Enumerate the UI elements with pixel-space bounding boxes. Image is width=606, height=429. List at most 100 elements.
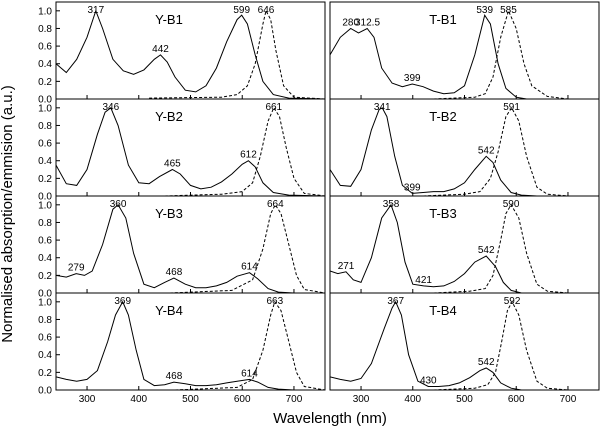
- absorption-series-line: [56, 204, 325, 293]
- panel-frame: [329, 98, 600, 197]
- emission-series-line: [433, 9, 599, 99]
- x-tick-label: 600: [508, 394, 525, 405]
- panel-frame: [329, 195, 600, 294]
- panel-title: T-B4: [429, 303, 456, 318]
- emission-series-line: [174, 300, 325, 390]
- peak-label: 612: [240, 150, 257, 161]
- x-tick-label: 700: [560, 394, 577, 405]
- y-tick-label: 0.4: [38, 253, 52, 264]
- peak-label: 341: [374, 102, 391, 113]
- y-tick-label: 0.4: [38, 156, 52, 167]
- peak-label: 599: [233, 5, 250, 16]
- absorption-series-line: [330, 300, 599, 390]
- peak-label: 590: [503, 199, 520, 210]
- absorption-series-line: [330, 107, 599, 196]
- y-tick-label: 0.8: [38, 121, 52, 132]
- peak-label: 542: [478, 245, 495, 256]
- y-tick-label: 0.8: [38, 315, 52, 326]
- peak-label: 271: [338, 261, 355, 272]
- peak-label: 468: [166, 267, 183, 278]
- emission-series-line: [169, 203, 325, 293]
- y-tick-label: 1.0: [38, 297, 52, 308]
- panel-frame: [55, 1, 326, 100]
- y-tick-label: 0.6: [38, 139, 52, 150]
- peak-label: 367: [387, 296, 404, 307]
- panel-title: Y-B3: [155, 206, 183, 221]
- y-tick-label: 0.0: [38, 192, 52, 203]
- y-axis-label: Normalised absorption/emmision (a.u.): [0, 85, 16, 343]
- emission-series-line: [423, 106, 599, 196]
- emission-series-line: [149, 9, 325, 99]
- panel-t-b2: T-B2 341 399 542 591: [329, 98, 600, 197]
- peak-label: 399: [404, 182, 421, 193]
- emission-series-line: [164, 106, 325, 196]
- peak-label: 399: [404, 73, 421, 84]
- peak-label: 592: [504, 296, 521, 307]
- peak-label: 661: [265, 102, 282, 113]
- peak-label: 468: [166, 371, 183, 382]
- panel-y-b3: 0.0 0.2 0.4 0.6 0.8 1.0 Y-B3 279 360 468 614 664: [38, 195, 326, 300]
- peak-label: 360: [110, 199, 127, 210]
- panel-title: Y-B2: [155, 109, 183, 124]
- y-tick-label: 0.2: [38, 174, 52, 185]
- peak-label: 421: [415, 275, 432, 286]
- x-tick-label: 300: [353, 394, 370, 405]
- panel-y-b1: 0.0 0.2 0.4 0.6 0.8 1.0 Y-B1 317 442 599 646: [38, 1, 326, 106]
- y-tick-label: 0.2: [38, 77, 52, 88]
- panel-y-b2: 0.0 0.2 0.4 0.6 0.8 1.0 Y-B2 346 465 612 661: [38, 98, 326, 203]
- y-tick-label: 0.8: [38, 24, 52, 35]
- y-tick-label: 0.6: [38, 42, 52, 53]
- peak-label: 585: [500, 5, 517, 16]
- peak-label: 542: [478, 357, 495, 368]
- panel-title: T-B2: [429, 109, 456, 124]
- y-tick-label: 0.2: [38, 368, 52, 379]
- absorption-series-line: [56, 300, 325, 390]
- x-tick-label: 300: [79, 394, 96, 405]
- peak-label: 317: [87, 5, 104, 16]
- y-tick-label: 0.4: [38, 350, 52, 361]
- peak-label: 591: [503, 102, 520, 113]
- y-tick-label: 1.0: [38, 6, 52, 17]
- peak-label: 614: [241, 368, 258, 379]
- y-tick-label: 1.0: [38, 200, 52, 211]
- panel-frame: [55, 195, 326, 294]
- panel-t-b3: T-B3 271 358 421 542 590: [329, 195, 600, 294]
- peak-label: 614: [241, 262, 258, 273]
- y-tick-label: 0.4: [38, 59, 52, 70]
- y-tick-label: 0.0: [38, 289, 52, 300]
- peak-label: 369: [114, 296, 131, 307]
- panel-grid: 0.0 0.2 0.4 0.6 0.8 1.0 Y-B1 317 442 599 646 T-B1 28…: [38, 1, 600, 405]
- y-tick-label: 0.6: [38, 236, 52, 247]
- y-tick-label: 0.6: [38, 333, 52, 344]
- peak-label: 280: [342, 17, 359, 28]
- panel-frame: [55, 292, 326, 391]
- panel-title: Y-B4: [155, 303, 183, 318]
- x-tick-label: 700: [286, 394, 303, 405]
- panel-title: Y-B1: [155, 12, 183, 27]
- panel-title: T-B1: [429, 12, 456, 27]
- peak-label: 663: [266, 296, 283, 307]
- absorption-series-line: [56, 9, 325, 99]
- absorption-series-line: [330, 13, 599, 99]
- panel-title: T-B3: [429, 206, 456, 221]
- y-tick-label: 0.0: [38, 95, 52, 106]
- y-tick-label: 0.2: [38, 271, 52, 282]
- panel-frame: [329, 292, 600, 391]
- absorption-series-line: [330, 203, 599, 293]
- peak-label: 542: [478, 145, 495, 156]
- emission-series-line: [433, 300, 599, 390]
- emission-series-line: [433, 203, 599, 293]
- y-tick-label: 0.8: [38, 218, 52, 229]
- x-tick-label: 400: [130, 394, 147, 405]
- peak-label: 465: [164, 159, 181, 170]
- peak-label: 646: [258, 5, 275, 16]
- peak-label: 442: [152, 44, 169, 55]
- peak-label: 539: [476, 5, 493, 16]
- peak-label: 358: [383, 199, 400, 210]
- peak-label: 312.5: [355, 17, 380, 28]
- peak-label: 346: [102, 102, 119, 113]
- x-axis-label: Wavelength (nm): [273, 410, 387, 427]
- y-tick-label: 0.0: [38, 386, 52, 397]
- peak-label: 430: [420, 375, 437, 386]
